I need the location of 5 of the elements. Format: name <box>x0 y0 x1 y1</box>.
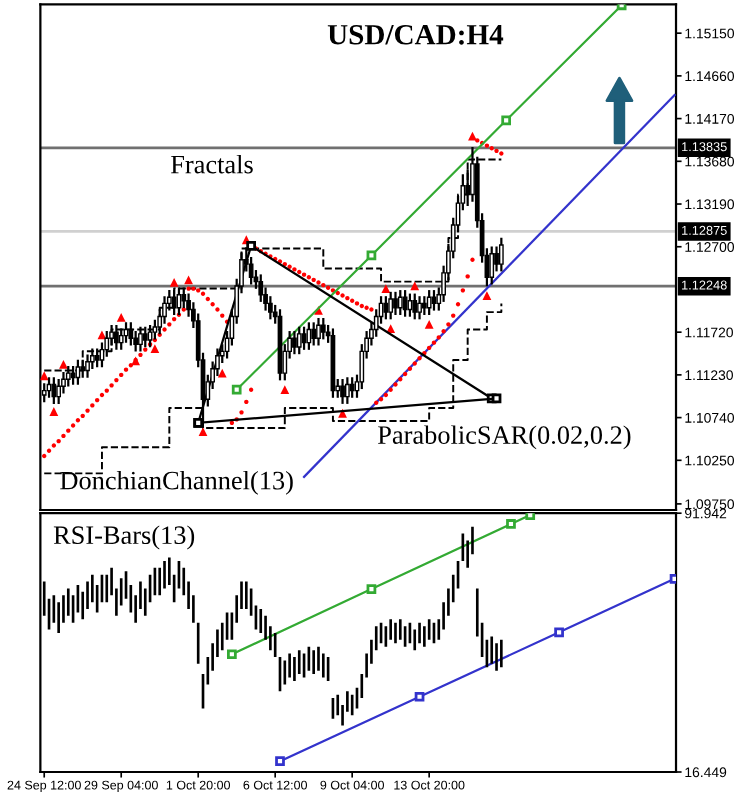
annotation: DonchianChannel(13) <box>60 470 293 495</box>
text: USD/CAD:H4 <box>327 24 504 45</box>
annotation: Fractals <box>170 154 253 174</box>
annotation: RSI-Bars(13) <box>53 525 195 550</box>
annotation: ParabolicSAR(0.02,0.2) <box>378 425 631 450</box>
